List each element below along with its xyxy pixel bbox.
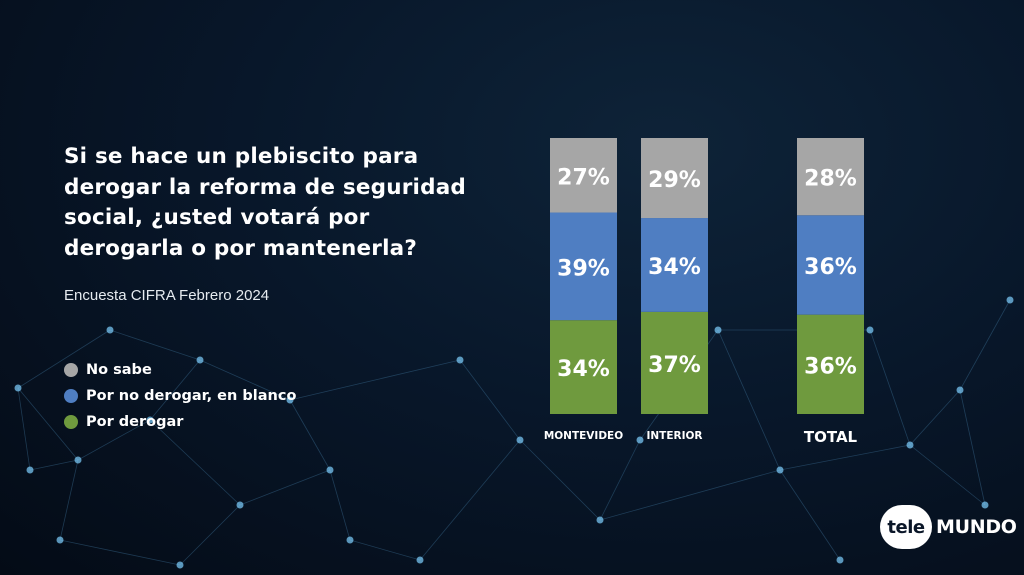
telemundo-logo: tele MUNDO [880,505,1017,549]
data-label: 29% [648,168,701,193]
legend-dot-icon [64,389,78,403]
bar-segment [797,314,864,414]
network-node [346,536,354,544]
data-label: 36% [804,255,857,280]
bar-segment [797,138,864,216]
network-node [836,556,844,564]
network-line [869,329,911,446]
network-node [866,326,874,334]
network-node [26,466,34,474]
question-line: Si se hace un plebiscito para [64,144,419,169]
legend-label: No sabe [86,362,152,378]
bar-segment [550,212,617,321]
network-line [959,299,1011,391]
network-line [289,399,331,471]
network-line [779,469,841,561]
network-node [236,501,244,509]
legend-dot-icon [64,415,78,429]
network-line [17,387,31,471]
network-line [717,329,781,471]
network-node [516,436,524,444]
bar-segment [550,138,617,213]
network-line [149,419,241,506]
logo-mundo: MUNDO [936,516,1017,538]
network-line [419,439,521,561]
network-line [199,359,291,401]
network-line [179,504,241,566]
network-node [456,356,464,364]
network-node [714,326,722,334]
network-node [906,441,914,449]
data-label: 34% [648,255,701,280]
network-line [149,359,201,421]
legend: No sabe Por no derogar, en blanco Por de… [64,357,296,435]
data-label: 37% [648,353,701,378]
network-line [289,359,461,401]
network-line [599,439,641,521]
network-node [196,356,204,364]
logo-tele: tele [880,505,932,549]
data-label: 28% [804,167,857,192]
question-line: derogar la reforma de seguridad [64,174,466,200]
network-line [519,439,601,521]
network-node [416,556,424,564]
legend-label: Por no derogar, en blanco [86,388,297,404]
network-line [59,459,79,541]
network-node [636,436,644,444]
network-node [1006,296,1014,304]
bar-segment [797,215,864,315]
category-label: INTERIOR [646,430,702,442]
data-label: 27% [557,165,610,190]
legend-label: Por derogar [86,414,184,430]
network-node [74,456,82,464]
data-label: 39% [557,256,610,281]
network-line [599,469,781,521]
category-label: MONTEVIDEO [544,430,623,442]
category-label: TOTAL [804,428,858,446]
network-line [329,469,351,541]
network-node [106,326,114,334]
network-node [14,384,22,392]
bar-segment [641,138,708,219]
legend-item-por-derogar: Por derogar [64,409,296,435]
network-node [326,466,334,474]
network-line [17,329,111,389]
network-node [776,466,784,474]
network-line [909,444,986,506]
network-node [956,386,964,394]
data-label: 34% [557,357,610,382]
network-node [981,501,989,509]
network-node [596,516,604,524]
bar-segment [641,218,708,312]
network-line [959,389,986,506]
legend-item-por-no-derogar: Por no derogar, en blanco [64,383,296,409]
legend-item-no-sabe: No sabe [64,357,296,383]
network-line [109,329,201,361]
chart-question: Si se hace un plebiscito para derogar la… [64,142,494,264]
network-line [459,359,521,441]
data-label: 36% [804,354,857,379]
network-node [56,536,64,544]
network-line [909,389,961,446]
network-line [349,539,421,561]
network-line [17,387,79,461]
network-node [286,396,294,404]
network-line [77,419,151,461]
network-line [29,459,79,471]
bar-segment [641,311,708,414]
network-node [146,416,154,424]
network-line [239,469,331,506]
network-node [176,561,184,569]
question-line: derogarla o por mantenerla? [64,235,418,261]
network-line [59,539,181,566]
legend-dot-icon [64,363,78,377]
bar-segment [550,320,617,414]
question-line: social, ¿usted votará por [64,205,370,230]
survey-source: Encuesta CIFRA Febrero 2024 [64,287,270,304]
network-line [779,444,911,471]
